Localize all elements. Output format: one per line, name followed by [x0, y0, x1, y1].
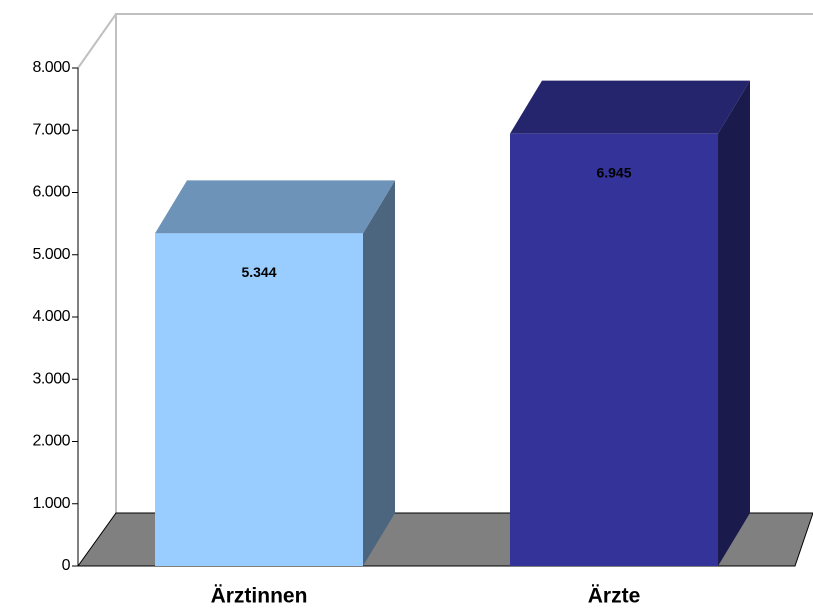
bar-top [510, 80, 750, 134]
y-tick-label: 3.000 [32, 370, 70, 387]
bar-side [363, 180, 395, 566]
y-tick-label: 6.000 [32, 184, 70, 201]
y-tick-label: 4.000 [32, 308, 70, 325]
y-tick-label: 0 [62, 557, 71, 574]
bar [510, 133, 718, 566]
y-tick-label: 2.000 [32, 433, 70, 450]
value-label: 5.344 [241, 264, 276, 280]
value-label: 6.945 [596, 164, 631, 180]
y-tick-label: 8.000 [32, 59, 70, 76]
bar-side [718, 80, 750, 566]
y-tick-label: 7.000 [32, 121, 70, 138]
y-tick-label: 1.000 [32, 495, 70, 512]
x-tick-label: Ärzte [588, 585, 641, 608]
y-tick-label: 5.000 [32, 246, 70, 263]
bar-top [155, 180, 395, 234]
x-tick-label: Ärztinnen [211, 585, 308, 608]
left-wall-edge [77, 13, 117, 69]
bar [155, 233, 363, 566]
